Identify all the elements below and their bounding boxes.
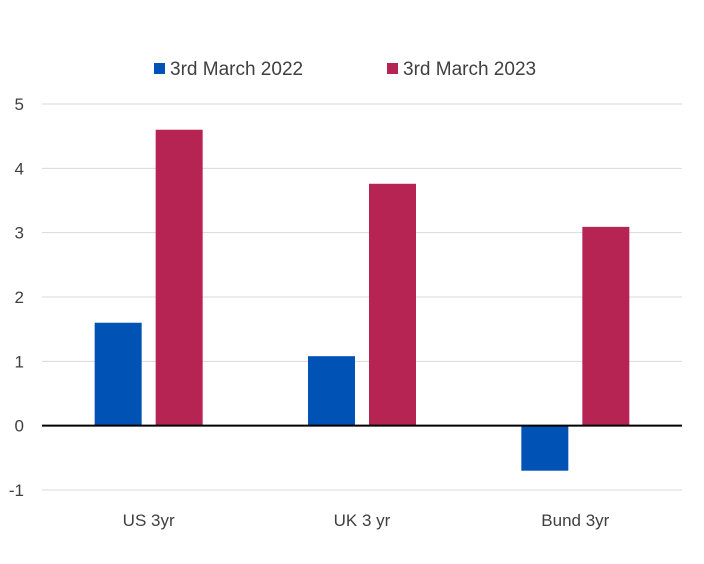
legend: 3rd March 2022 3rd March 2023 xyxy=(154,59,536,80)
x-tick-label: US 3yr xyxy=(123,511,175,530)
x-tick-label: Bund 3yr xyxy=(541,511,609,530)
y-tick-label: 2 xyxy=(15,288,24,307)
y-tick-label: -1 xyxy=(9,481,24,500)
legend-label: 3rd March 2022 xyxy=(170,59,303,80)
gridlines xyxy=(42,103,682,491)
y-tick-label: 1 xyxy=(15,352,24,371)
bar-2023-2 xyxy=(582,226,630,426)
bar-2022-2 xyxy=(521,425,569,471)
bar-2023-0 xyxy=(155,129,203,426)
bar-2022-0 xyxy=(94,322,142,426)
y-tick-label: 5 xyxy=(15,95,24,114)
legend-label: 3rd March 2023 xyxy=(403,59,536,80)
y-tick-label: 4 xyxy=(15,159,24,178)
x-tick-label: UK 3 yr xyxy=(334,511,391,530)
y-tick-label: 0 xyxy=(15,417,24,436)
bars xyxy=(94,129,630,471)
legend-swatch xyxy=(387,63,398,74)
bar-2022-1 xyxy=(308,356,355,426)
legend-swatch xyxy=(154,63,165,74)
y-tick-label: 3 xyxy=(15,224,24,243)
bar-2023-1 xyxy=(369,183,416,426)
x-axis-ticks: US 3yr UK 3 yr Bund 3yr xyxy=(123,511,610,530)
y-axis-ticks: -1 0 1 2 3 4 5 xyxy=(9,95,24,500)
